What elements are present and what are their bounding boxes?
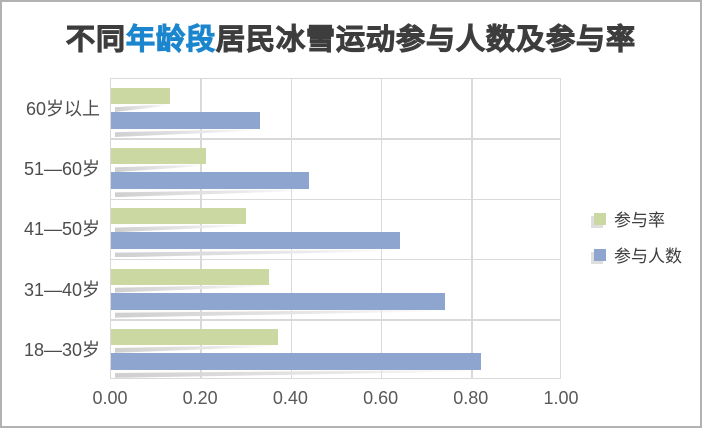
x-axis-label: 0.40 [272,388,308,408]
y-axis: 60岁以上 51—60岁 41—50岁 31—40岁 18—30岁 [2,78,104,379]
gridline-vertical [200,79,202,378]
bar-count-shadow [115,309,443,318]
y-axis-label: 51—60岁 [23,159,100,180]
bar-count [111,172,310,190]
bar-count [111,292,445,310]
x-axis-label: 0.80 [453,388,489,408]
legend-item-count: 参与人数 [594,242,682,267]
bar-rate-shadow [115,344,276,353]
bar-count [111,232,400,250]
y-axis-label: 60岁以上 [25,99,100,120]
bar-rate-shadow [115,164,204,173]
y-axis-label: 41—50岁 [23,219,100,240]
legend-label: 参与率 [614,211,665,230]
title-prefix: 不同 [65,24,126,57]
x-axis-label: 0.20 [182,388,218,408]
gridline-vertical [290,79,293,378]
title-highlight: 年龄段 [125,24,216,57]
gridline-vertical [471,79,473,378]
bar-rate [111,148,206,165]
x-axis-label: 0.00 [92,388,128,408]
bar-count-shadow [115,369,479,378]
title-suffix: 居民冰雪运动参与人数及参与率 [215,24,637,57]
bar-rate [111,208,247,225]
bar-count [111,112,260,129]
x-axis-label: 0.60 [363,388,399,408]
bar-count [111,352,481,370]
count-swatch-icon [594,248,606,261]
rate-swatch-icon [594,212,606,225]
bar-rate-shadow [115,284,267,293]
gridline-horizontal [111,258,560,261]
plot-area [110,78,561,379]
x-axis: 0.00 0.20 0.40 0.60 0.80 1.00 [92,388,578,412]
x-axis-label: 1.00 [543,388,579,408]
bar-count-shadow [115,189,308,198]
legend-item-rate: 参与率 [594,206,682,231]
gridline-horizontal [111,138,560,140]
gridline-horizontal [111,319,560,321]
legend-label: 参与人数 [614,247,682,266]
bar-rate-shadow [115,224,245,233]
legend: 参与率 参与人数 [594,206,682,267]
bar-rate [111,268,269,285]
bar-rate-shadow [115,104,168,112]
bar-rate [111,88,170,104]
gridline-horizontal [111,198,560,201]
gridline-vertical [380,79,383,378]
bar-count-shadow [115,129,258,137]
bar-count-shadow [115,249,398,258]
bar-rate [111,328,278,345]
y-axis-label: 18—30岁 [23,339,100,360]
chart-title: 不同年龄段居民冰雪运动参与人数及参与率 [2,16,700,58]
y-axis-label: 31—40岁 [23,279,100,300]
